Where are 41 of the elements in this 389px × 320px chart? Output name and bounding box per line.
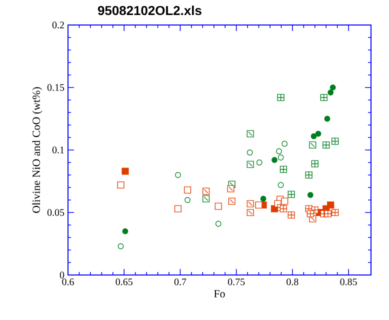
point: [246, 150, 253, 156]
point: [117, 181, 124, 189]
point: [122, 168, 129, 175]
point: [328, 90, 334, 96]
point: [260, 196, 266, 202]
point: [255, 201, 262, 209]
point: [174, 205, 182, 212]
point: [184, 197, 190, 203]
point: [276, 148, 282, 154]
point: [272, 157, 278, 163]
y-tick-label: 0.1: [52, 146, 64, 154]
point: [330, 84, 336, 90]
x-tick-label: 0.7: [174, 278, 186, 286]
chart-title: 95082102OL2.xls: [98, 6, 202, 16]
point: [278, 154, 284, 160]
point: [307, 192, 314, 198]
point: [215, 220, 222, 227]
y-tick-label: 0.15: [47, 84, 64, 91]
x-tick-label: 0.6: [62, 278, 74, 286]
point: [184, 186, 192, 194]
point: [118, 243, 124, 250]
y-tick-label: 0.05: [47, 209, 64, 216]
x-tick-label: 0.85: [340, 278, 357, 286]
point: [310, 133, 317, 140]
point: [122, 228, 128, 234]
point: [214, 202, 222, 210]
point: [175, 172, 181, 178]
y-axis-title: Olivine NiO and CoO (wt%): [32, 87, 42, 213]
y-tick-label: 0: [60, 272, 64, 278]
point: [282, 140, 288, 147]
point: [281, 198, 288, 205]
x-axis-title: Fo: [214, 290, 225, 298]
point: [278, 182, 284, 188]
x-tick-label: 0.8: [286, 278, 298, 286]
x-tick-label: 0.75: [228, 278, 245, 286]
point: [327, 201, 334, 209]
x-tick-label: 0.65: [116, 278, 132, 286]
point: [324, 116, 330, 122]
point: [256, 160, 262, 166]
y-tick-label: 0.2: [52, 22, 64, 28]
point: [315, 130, 322, 137]
